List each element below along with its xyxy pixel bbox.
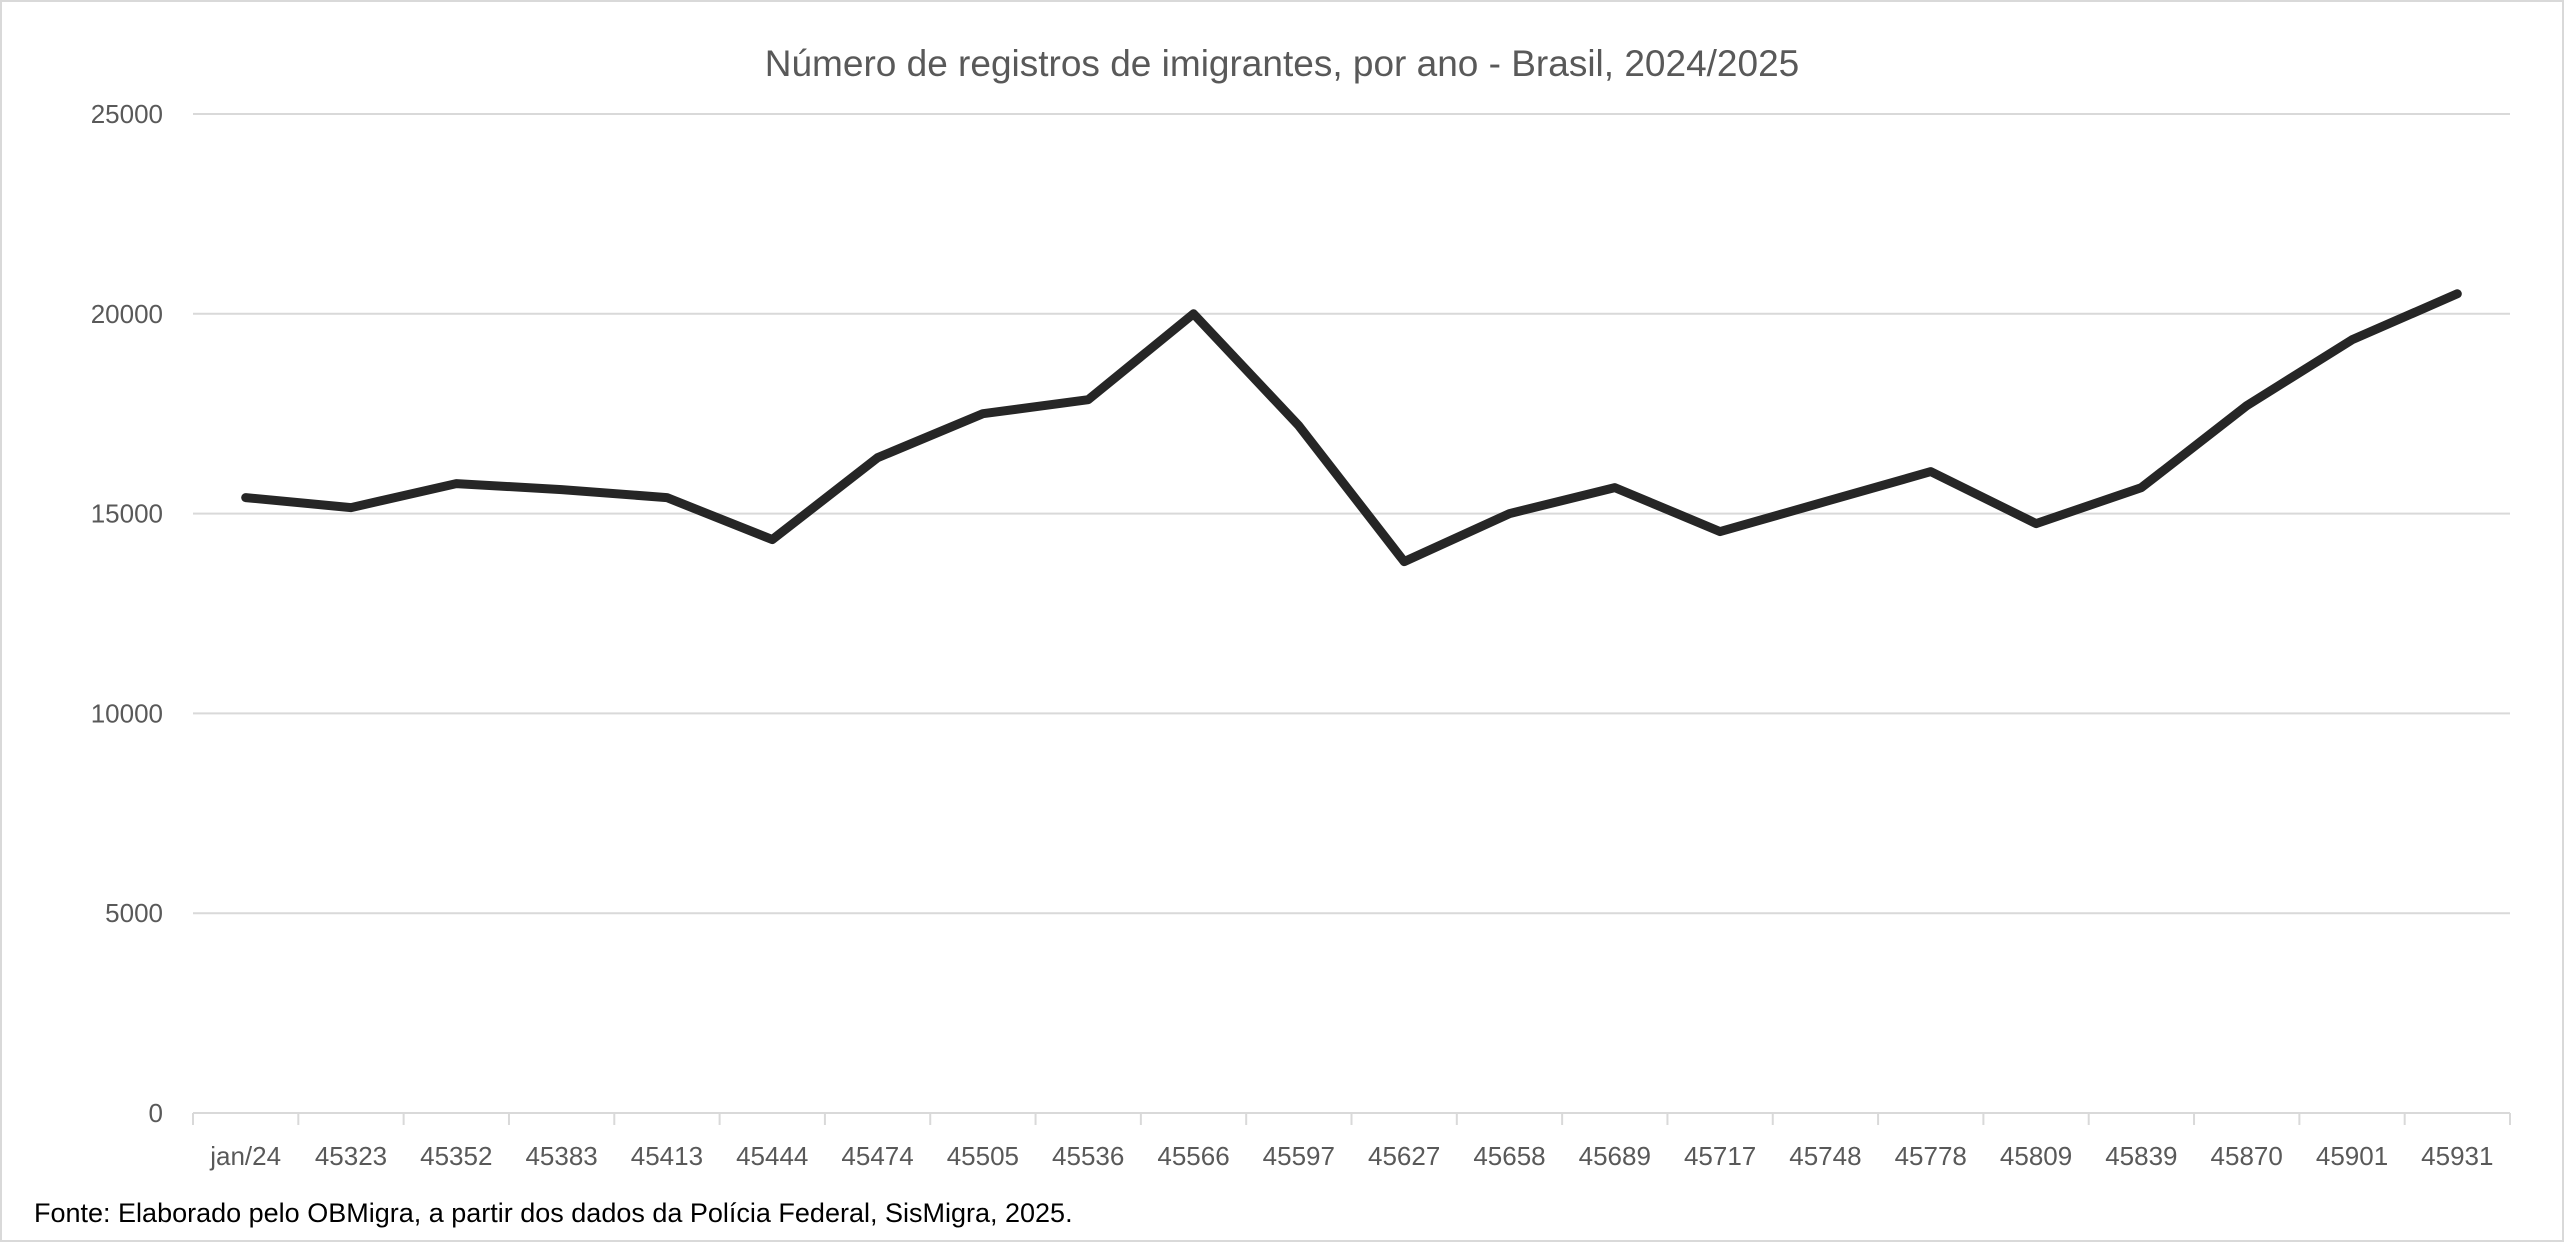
x-tick-label: 45474 [841, 1141, 913, 1171]
x-tick-label: 45597 [1263, 1141, 1335, 1171]
y-tick-label: 10000 [91, 698, 163, 728]
x-tick-label: 45505 [947, 1141, 1019, 1171]
y-tick-label: 25000 [91, 99, 163, 129]
chart-title: Número de registros de imigrantes, por a… [765, 43, 1799, 84]
x-tick-label: 45323 [315, 1141, 387, 1171]
x-tick-label: 45809 [2000, 1141, 2072, 1171]
x-tick-label: 45748 [1789, 1141, 1861, 1171]
x-tick-label: jan/24 [209, 1141, 281, 1171]
y-tick-label: 0 [149, 1098, 163, 1128]
x-tick-label: 45839 [2105, 1141, 2177, 1171]
x-tick-label: 45717 [1684, 1141, 1756, 1171]
x-tick-label: 45689 [1579, 1141, 1651, 1171]
x-tick-label: 45536 [1052, 1141, 1124, 1171]
x-tick-label: 45383 [525, 1141, 597, 1171]
x-tick-label: 45658 [1473, 1141, 1545, 1171]
x-tick-label: 45778 [1895, 1141, 1967, 1171]
series-line [241, 289, 2462, 567]
x-tick-label: 45352 [420, 1141, 492, 1171]
y-tick-label: 20000 [91, 299, 163, 329]
x-tick-label: 45566 [1157, 1141, 1229, 1171]
x-tick-label: 45444 [736, 1141, 808, 1171]
source-note: Fonte: Elaborado pelo OBMigra, a partir … [34, 1198, 1073, 1228]
y-tick-label: 5000 [105, 898, 163, 928]
x-tick-label: 45931 [2421, 1141, 2493, 1171]
x-tick-label: 45901 [2316, 1141, 2388, 1171]
x-tick-label: 45870 [2211, 1141, 2283, 1171]
x-tick-label: 45627 [1368, 1141, 1440, 1171]
y-tick-label: 15000 [91, 499, 163, 529]
x-tick-label: 45413 [631, 1141, 703, 1171]
